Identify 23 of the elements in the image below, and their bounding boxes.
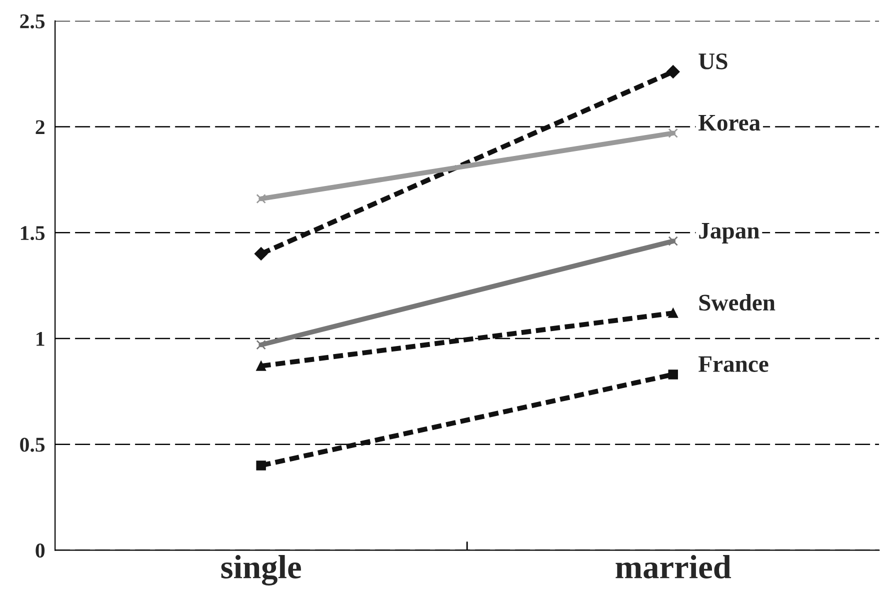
y-tick-label: 2 [36, 120, 44, 134]
point [668, 308, 678, 318]
series-label: France [698, 356, 768, 372]
x-tick-label: single [221, 555, 301, 586]
point [256, 340, 266, 350]
series-label: Japan [699, 222, 760, 244]
y-tick-label: 1.5 [20, 226, 45, 240]
series-label: Sweden [699, 294, 776, 311]
y-tick-label: 0.5 [20, 438, 45, 452]
y-tick-label: 1 [36, 332, 44, 346]
point [256, 460, 266, 470]
x-tick-label: married [616, 555, 732, 578]
point [254, 247, 268, 260]
point [256, 361, 266, 371]
point [668, 370, 678, 380]
y-tick-label: 0 [36, 544, 45, 558]
point [666, 65, 680, 78]
series-label: Korea [698, 115, 760, 131]
series-label: US [698, 53, 728, 70]
point [668, 128, 678, 138]
point [668, 236, 678, 246]
y-tick-label: 2.5 [20, 14, 45, 28]
point [256, 194, 266, 204]
